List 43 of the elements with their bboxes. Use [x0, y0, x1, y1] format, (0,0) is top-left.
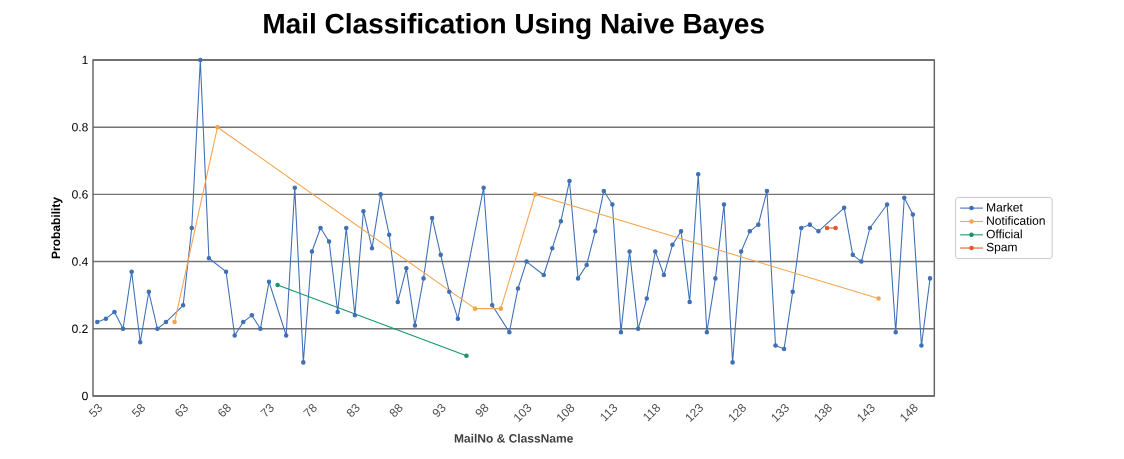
x-tick-label: 108 [557, 404, 575, 423]
x-tick-label: 128 [728, 404, 746, 423]
y-tick-label: 0.6 [72, 190, 88, 199]
x-tick-label: 73 [260, 404, 274, 417]
y-tick-label: 0 [82, 391, 88, 401]
x-tick-label: 93 [432, 404, 446, 417]
point [532, 192, 538, 197]
x-tick-label: 68 [218, 404, 231, 417]
x-tick-label: 103 [514, 404, 532, 423]
y-tick-label: 1 [82, 55, 88, 65]
x-tick-label: 138 [814, 404, 832, 423]
x-tick-label: 118 [643, 404, 660, 422]
x-tick-label: 113 [600, 404, 618, 422]
x-tick-label: 143 [857, 404, 875, 423]
point [498, 306, 504, 311]
y-tick-label: 0.4 [72, 257, 88, 266]
point [472, 306, 478, 311]
point [876, 296, 881, 301]
x-axis-title: MailNo & ClassName [454, 433, 573, 443]
x-tick-label: 98 [475, 404, 489, 417]
chart-title: Mail Classification Using Naive Bayes [264, 13, 764, 40]
x-tick-label: 63 [175, 404, 188, 417]
y-tick-label: 0.8 [72, 122, 88, 132]
x-tick-label: 148 [900, 404, 918, 423]
point [464, 353, 469, 358]
legend-label: Official [986, 229, 1022, 239]
point [833, 225, 838, 231]
x-tick-label: 88 [389, 404, 403, 417]
point [275, 282, 280, 288]
x-tick-label: 53 [88, 404, 102, 417]
y-tick-label: 0.2 [72, 324, 88, 334]
x-tick-label: 78 [303, 404, 317, 417]
legend-label: Notification [987, 216, 1045, 225]
legend-label: Market [987, 202, 1023, 212]
y-axis-title: Probability [51, 197, 63, 259]
point [172, 319, 177, 325]
point [215, 124, 220, 130]
legend-label: Spam [986, 242, 1017, 254]
x-tick-label: 83 [346, 404, 360, 417]
x-tick-label: 133 [771, 404, 789, 423]
point [824, 225, 830, 231]
x-tick-label: 123 [685, 404, 703, 423]
x-tick-label: 58 [131, 404, 145, 417]
